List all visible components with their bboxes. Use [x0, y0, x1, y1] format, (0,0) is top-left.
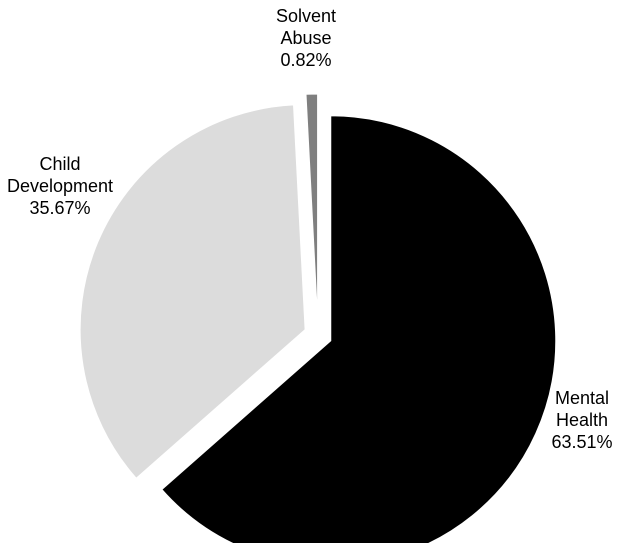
- pie-slice-child-development: [79, 104, 306, 479]
- pie-label-child-development: Child Development 35.67%: [7, 154, 113, 218]
- pie-category-label: Abuse: [280, 28, 331, 48]
- pie-slices: [79, 93, 557, 548]
- pie-category-label: Solvent: [276, 6, 336, 26]
- pie-category-label: Development: [7, 176, 113, 196]
- pie-value-label: 0.82%: [280, 50, 331, 70]
- pie-label-solvent-abuse: Solvent Abuse 0.82%: [276, 6, 336, 70]
- pie-slice-mental-health: [161, 115, 557, 548]
- pie-value-label: 63.51%: [551, 432, 612, 452]
- pie-labels: Mental Health 63.51% Child Development 35.67%…: [7, 6, 613, 452]
- pie-category-label: Child: [39, 154, 80, 174]
- pie-category-label: Health: [556, 410, 608, 430]
- pie-category-label: Mental: [555, 388, 609, 408]
- pie-value-label: 35.67%: [29, 198, 90, 218]
- pie-slice-solvent-abuse: [305, 93, 319, 320]
- pie-label-mental-health: Mental Health 63.51%: [551, 388, 612, 452]
